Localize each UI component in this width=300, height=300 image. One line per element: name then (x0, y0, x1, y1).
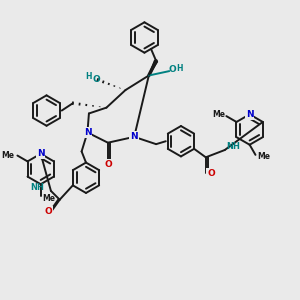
Text: Me: Me (257, 152, 270, 161)
Text: N: N (37, 149, 44, 158)
Text: N: N (130, 132, 138, 141)
Text: NH: NH (226, 142, 240, 151)
Text: N: N (84, 128, 91, 137)
Text: O: O (44, 207, 52, 216)
Text: NH: NH (31, 183, 44, 192)
Text: O: O (92, 75, 100, 84)
Text: O: O (168, 65, 176, 74)
Text: H: H (86, 72, 92, 81)
Polygon shape (149, 60, 158, 76)
Text: O: O (104, 160, 112, 169)
Text: O: O (207, 169, 215, 178)
Text: H: H (176, 64, 183, 73)
Text: Me: Me (2, 151, 14, 160)
Text: Me: Me (212, 110, 225, 119)
Text: Me: Me (42, 194, 55, 203)
Text: N: N (246, 110, 254, 119)
